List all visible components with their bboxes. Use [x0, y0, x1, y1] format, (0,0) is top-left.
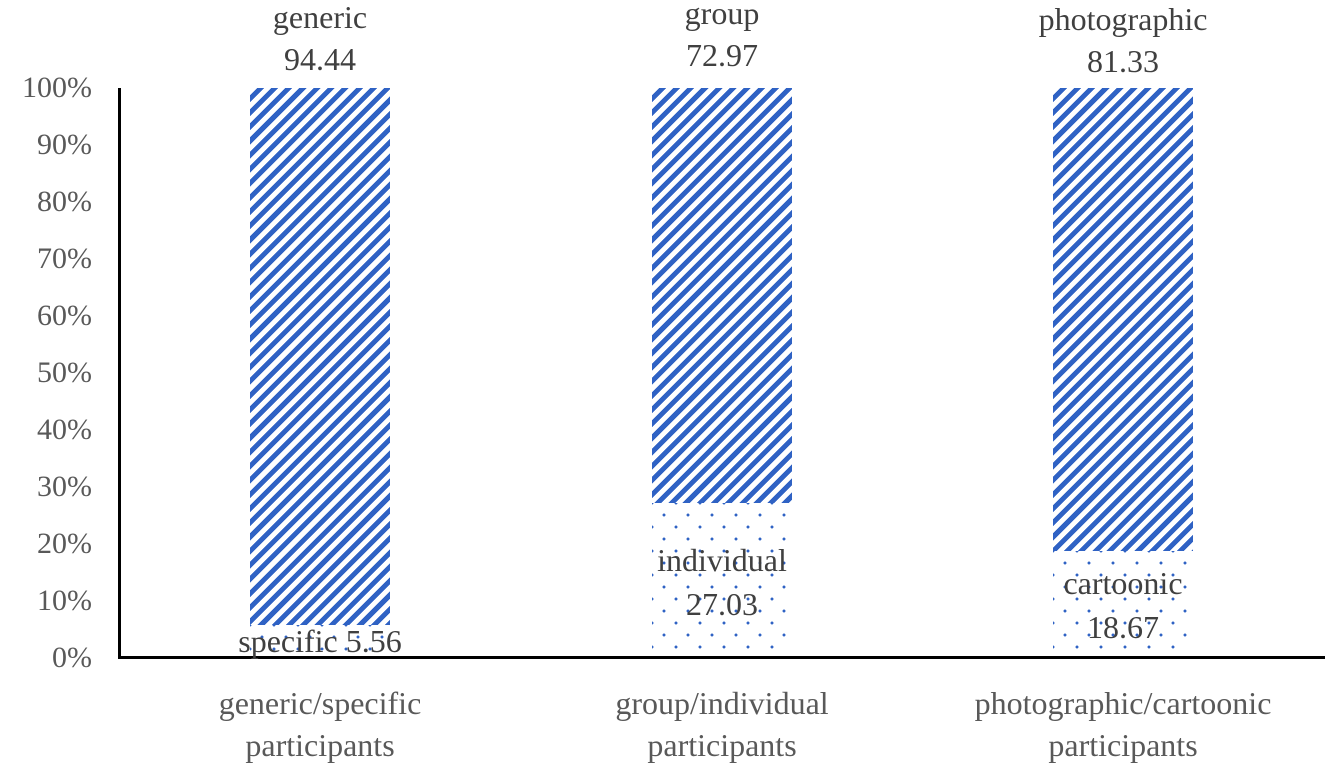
- y-tick-90: 90%: [37, 128, 92, 161]
- x-category-group-individual-line1: group/individual: [615, 685, 829, 721]
- bar-segment-generic: [250, 88, 390, 625]
- x-category-generic-specific-line2: participants: [245, 727, 395, 763]
- bar-photographic-cartoonic: [1053, 88, 1193, 657]
- y-tick-70: 70%: [37, 242, 92, 275]
- data-label-group-value: 72.97: [686, 37, 758, 73]
- data-label-cartoonic-name: cartoonic: [1063, 565, 1183, 601]
- bar-segment-group: [652, 88, 792, 503]
- y-tick-60: 60%: [37, 299, 92, 332]
- bar-segment-specific: [250, 625, 390, 657]
- y-axis-line: [118, 88, 121, 659]
- y-tick-80: 80%: [37, 185, 92, 218]
- x-category-group-individual-line2: participants: [647, 727, 797, 763]
- bar-group-individual: [652, 88, 792, 657]
- y-tick-50: 50%: [37, 356, 92, 389]
- x-category-photographic-cartoonic-line2: participants: [1048, 727, 1198, 763]
- data-label-generic-value: 94.44: [284, 41, 356, 77]
- data-label-specific: specific 5.56: [238, 623, 402, 659]
- y-tick-0: 0%: [52, 641, 92, 674]
- y-tick-30: 30%: [37, 470, 92, 503]
- data-label-group-name: group: [684, 0, 760, 31]
- data-label-cartoonic-value: 18.67: [1087, 609, 1159, 645]
- y-tick-40: 40%: [37, 413, 92, 446]
- data-label-individual-name: individual: [657, 542, 787, 578]
- bar-segment-individual: [652, 503, 792, 657]
- y-tick-10: 10%: [37, 584, 92, 617]
- x-axis-line: [118, 656, 1325, 659]
- bar-segment-cartoonic: [1053, 551, 1193, 657]
- bar-segment-photographic: [1053, 88, 1193, 551]
- x-category-photographic-cartoonic-line1: photographic/cartoonic: [974, 685, 1272, 721]
- x-category-generic-specific-line1: generic/specific: [218, 685, 422, 721]
- data-label-individual-value: 27.03: [686, 586, 758, 622]
- data-label-photographic-name: photographic: [1038, 1, 1208, 37]
- data-label-photographic-value: 81.33: [1087, 43, 1159, 79]
- y-tick-100: 100%: [22, 71, 92, 104]
- bar-generic-specific: [250, 88, 390, 657]
- data-label-generic-name: generic: [272, 0, 368, 35]
- y-tick-20: 20%: [37, 527, 92, 560]
